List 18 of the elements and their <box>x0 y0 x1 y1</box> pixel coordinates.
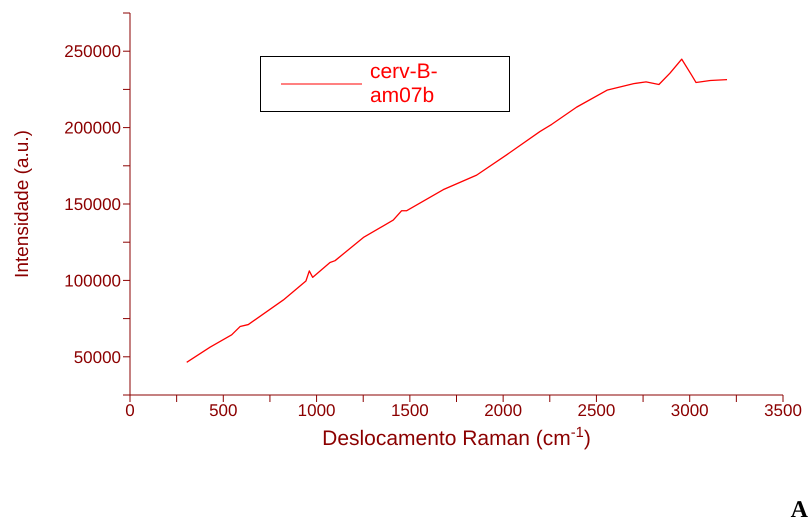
x-tick-label: 2500 <box>578 401 616 420</box>
x-tick-label: 3500 <box>764 401 802 420</box>
legend-label: cerv-B-am07b <box>370 60 439 108</box>
y-tick-label: 100000 <box>64 271 121 290</box>
y-axis-title: Intensidade (a.u.) <box>12 130 32 278</box>
line-series <box>186 58 728 363</box>
x-tick-label: 3000 <box>670 401 709 420</box>
x-tick-label: 500 <box>209 401 238 420</box>
y-tick-label: 150000 <box>64 195 121 214</box>
x-tick-label: 2000 <box>484 401 522 420</box>
x-tick-label: 0 <box>125 401 135 420</box>
text: A <box>790 497 808 522</box>
x-tick-label: 1000 <box>298 401 336 420</box>
y-tick-label: 250000 <box>64 42 121 62</box>
y-tick-label: 200000 <box>64 118 121 138</box>
x-axis-title: Deslocamento Raman (cm$^{-1}$) <box>322 425 591 450</box>
y-tick-label: 50000 <box>74 348 121 367</box>
x-tick-label: 1500 <box>390 401 429 420</box>
